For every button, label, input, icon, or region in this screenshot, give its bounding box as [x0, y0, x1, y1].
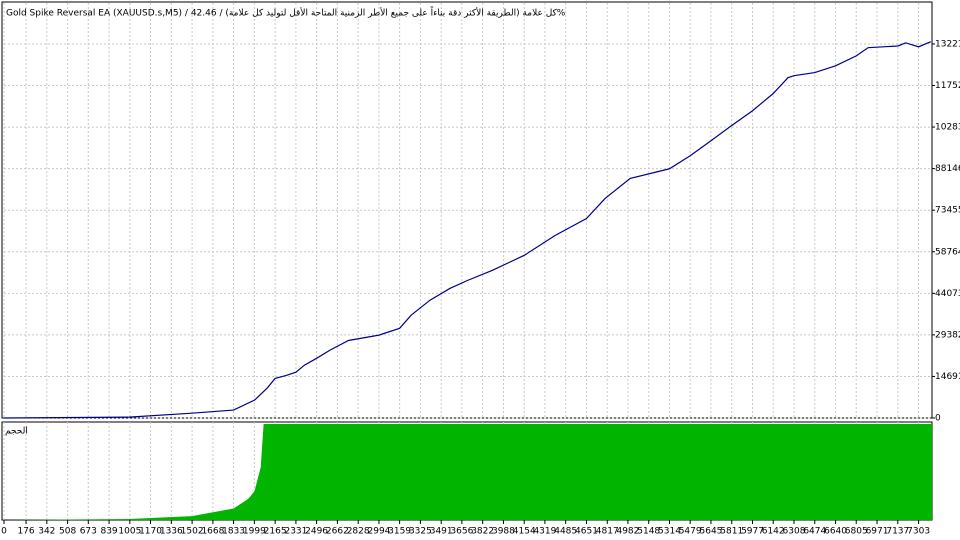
x-tick-label: 6308: [783, 527, 806, 537]
x-tick-label: 1170: [139, 527, 162, 537]
x-tick-label: 673: [80, 527, 97, 537]
x-tick-label: 3325: [409, 527, 432, 537]
x-tick-label: 5314: [658, 527, 681, 537]
x-tick-label: 3988: [492, 527, 515, 537]
balance-line: [3, 41, 931, 419]
x-tick-label: 1668: [201, 527, 224, 537]
x-tick-label: 7137: [886, 527, 909, 537]
x-tick-label: 5148: [637, 527, 660, 537]
x-tick-label: 4154: [513, 527, 536, 537]
y-tick-label: 8814646: [935, 164, 960, 174]
x-tick-label: 2662: [326, 527, 349, 537]
x-tick-label: 3822: [471, 527, 494, 537]
x-tick-label: 5811: [720, 527, 743, 537]
x-tick-label: 3656: [450, 527, 473, 537]
x-tick-label: 1502: [181, 527, 204, 537]
x-tick-label: 5977: [741, 527, 764, 537]
volume-label: الحجم: [5, 427, 28, 437]
x-tick-label: 839: [100, 527, 117, 537]
x-tick-label: 1005: [118, 527, 141, 537]
x-tick-label: 0: [1, 527, 7, 537]
y-tick-label: 5876431: [935, 247, 960, 257]
x-tick-label: 6640: [824, 527, 847, 537]
x-tick-label: 508: [59, 527, 76, 537]
x-tick-label: 5479: [679, 527, 702, 537]
x-tick-label: 1999: [243, 527, 266, 537]
x-tick-label: 4319: [533, 527, 556, 537]
y-tick-label: 4407323: [935, 289, 960, 299]
y-tick-label: 1469108: [935, 372, 960, 382]
x-tick-label: 2994: [368, 527, 391, 537]
volume-area: [4, 424, 932, 520]
x-tick-label: 1833: [222, 527, 245, 537]
y-tick-label: 7345539: [935, 206, 960, 216]
x-tick-label: 4817: [596, 527, 619, 537]
x-tick-label: 1336: [160, 527, 183, 537]
x-tick-label: 6474: [803, 527, 826, 537]
x-tick-label: 6805: [845, 527, 868, 537]
x-tick-label: 2828: [347, 527, 370, 537]
x-tick-label: 7303: [907, 527, 930, 537]
x-tick-label: 6971: [866, 527, 889, 537]
y-tick-label: 11752862: [935, 81, 960, 91]
y-tick-label: 13221970: [935, 39, 960, 49]
x-tick-label: 2496: [305, 527, 328, 537]
y-tick-label: 0: [935, 414, 941, 424]
x-tick-label: 3159: [388, 527, 411, 537]
x-tick-label: 6142: [762, 527, 785, 537]
x-tick-label: 4485: [554, 527, 577, 537]
x-tick-label: 342: [38, 527, 55, 537]
x-tick-label: 3491: [430, 527, 453, 537]
x-tick-label: 2165: [264, 527, 287, 537]
x-tick-label: 5645: [700, 527, 723, 537]
x-tick-label: 2331: [284, 527, 307, 537]
x-tick-label: 4651: [575, 527, 598, 537]
x-tick-label: 176: [17, 527, 34, 537]
x-tick-label: 4982: [616, 527, 639, 537]
y-tick-label: 2938215: [935, 330, 960, 340]
y-tick-label: 10283754: [935, 123, 960, 133]
chart-title: Gold Spike Reversal EA (XAUUSD.s,M5) / ك…: [6, 6, 566, 19]
